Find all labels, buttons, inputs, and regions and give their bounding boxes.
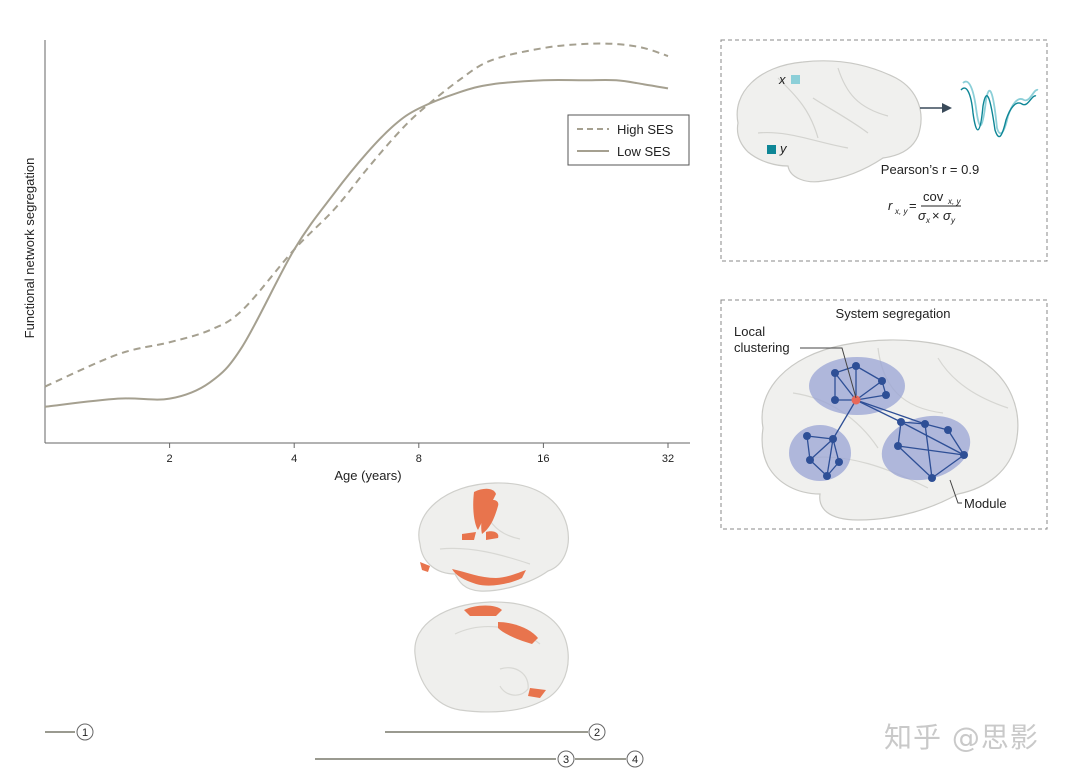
highlight-regions-lateral (420, 488, 526, 586)
arrow-head-icon (942, 103, 952, 113)
timeseries-x (962, 80, 1039, 135)
formula-equals: = (909, 198, 917, 213)
panel-border (720, 299, 1048, 530)
formula-den-sub1: x (925, 216, 931, 225)
formula-lhs-sub: x, y (894, 207, 908, 216)
series-line-high-ses (44, 42, 669, 388)
local-clustering-label-1: Local (734, 324, 765, 339)
network-nodes (803, 362, 968, 482)
formula-den-sigma2: σ (943, 208, 952, 223)
marker-label: 4 (632, 754, 638, 766)
timeline-marker-3: 3 (557, 750, 575, 768)
formula-numerator: cov (923, 189, 944, 204)
region-y-label: y (779, 141, 788, 156)
formula-den-sigma1: σ (918, 208, 927, 223)
legend: High SES Low SES (567, 114, 690, 166)
region-x-square (791, 75, 800, 84)
timeline-marker-4: 4 (626, 750, 644, 768)
marker-label: 3 (563, 754, 569, 766)
timeseries-y (960, 87, 1037, 138)
timeline-marker-2: 2 (588, 723, 606, 741)
hub-node (851, 395, 861, 405)
watermark: 知乎 @思影 (884, 721, 1039, 754)
pearson-label: Pearson’s r = 0.9 (881, 162, 979, 177)
module-2 (789, 425, 851, 481)
formula-den-sub2: y (950, 216, 956, 225)
timeline: 1 2 3 4 (45, 723, 644, 768)
series-line-low-ses (44, 79, 669, 408)
segregation-panel: System segregation Local clustering Modu… (720, 299, 1048, 530)
marker-label: 2 (594, 727, 600, 739)
x-tick-label: 4 (291, 453, 297, 465)
timeline-marker-1: 1 (76, 723, 94, 741)
brain-sulcus (757, 67, 889, 149)
correlation-panel: x y Pearson’s r = 0.9 r x, y = cov x, y … (720, 39, 1048, 262)
formula-numerator-sub: x, y (947, 197, 961, 206)
module-leader (949, 479, 962, 504)
x-tick-label: 2 (167, 453, 173, 465)
region-y-square (767, 145, 776, 154)
formula-lhs: r (888, 198, 893, 213)
local-clustering-leader (800, 347, 857, 399)
highlight-regions-medial (464, 605, 546, 698)
segregation-title: System segregation (836, 306, 951, 321)
x-tick-label: 32 (662, 453, 674, 465)
pearson-formula: r x, y = cov x, y σ x × σ y (888, 189, 961, 225)
brain-renderings (414, 482, 569, 713)
panel-border (720, 39, 1048, 262)
formula-den-times: × (932, 208, 940, 223)
x-axis-label: Age (years) (334, 468, 401, 483)
legend-label-high-ses: High SES (617, 122, 674, 137)
legend-label-low-ses: Low SES (617, 144, 671, 159)
brain-illustration (736, 60, 922, 183)
y-axis-label: Functional network segregation (22, 158, 37, 339)
segregation-chart: 2 4 8 16 32 Functional network segregation A… (22, 40, 690, 483)
region-x-label: x (778, 72, 786, 87)
local-clustering-label-2: clustering (734, 340, 790, 355)
x-tick-label: 8 (416, 453, 422, 465)
brain-medial (414, 601, 569, 713)
marker-label: 1 (82, 727, 88, 739)
x-tick-label: 16 (537, 453, 549, 465)
module-label: Module (964, 496, 1007, 511)
